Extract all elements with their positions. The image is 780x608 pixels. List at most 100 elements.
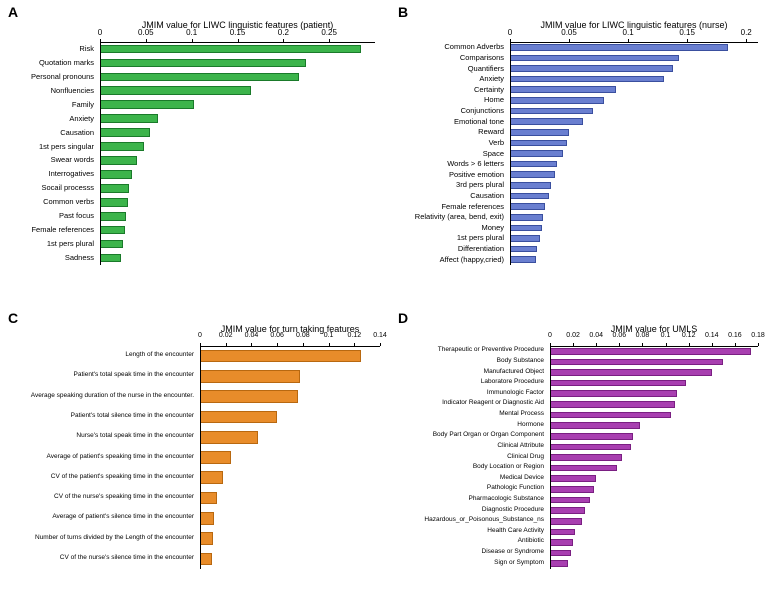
bar-label: Laboratore Procedure [398,379,548,386]
bar [510,55,679,62]
bar [550,380,686,387]
bar-label: Average of patient's speaking time in th… [8,454,198,461]
bar [550,454,622,461]
bar [550,369,712,376]
bar-label: Nurse's total speak time in the encounte… [8,433,198,440]
bar-label: Quantifiers [398,65,508,73]
x-tick-label: 0.15 [223,28,253,37]
bar-label: Pathologic Function [398,485,548,492]
bar [100,212,126,221]
bar [100,254,121,263]
bar [100,142,144,151]
x-tick-label: 0.05 [131,28,161,37]
bar-label: Length of the encounter [8,352,198,359]
bar [510,182,551,189]
bar-label: Disease or Syndrome [398,549,548,556]
bar-label: Average of patient's silence time in the… [8,514,198,521]
bar [100,45,361,54]
bar [200,431,258,444]
bar [100,59,306,68]
x-axis [100,42,375,43]
bar [510,86,616,93]
bar-label: Common verbs [8,198,98,206]
bar [100,226,125,235]
bar-label: CV of the nurse's silence time in the en… [8,555,198,562]
y-axis [200,346,201,569]
bar [200,411,277,424]
bar [200,492,217,505]
bar-label: Comparisons [398,54,508,62]
bar [200,532,213,545]
x-tick-label: 0.14 [365,332,395,339]
y-axis [510,42,511,265]
x-axis [550,346,758,347]
bar-label: Socail processs [8,184,98,192]
bar-label: Verb [398,139,508,147]
x-tick-label: 0.25 [314,28,344,37]
bar [550,412,671,419]
bar [510,161,557,168]
bar [510,44,728,51]
bar-label: Diagnostic Procedure [398,507,548,514]
bar [550,529,575,536]
bar [200,390,298,403]
bar [550,486,594,493]
x-tick-label: 0.18 [743,332,773,339]
bar [100,128,150,137]
bar-label: Affect (happy,cried) [398,256,508,264]
bar-label: Differentiation [398,245,508,253]
bar-label: Money [398,224,508,232]
bar [510,140,567,147]
bar-label: Swear words [8,156,98,164]
bar-label: Relativity (area, bend, exit) [398,213,508,221]
bar [550,475,596,482]
bar-label: Family [8,101,98,109]
bar-label: Pharmacologic Substance [398,496,548,503]
bar [510,129,569,136]
bar [550,518,582,525]
bar-label: Common Adverbs [398,43,508,51]
bar-label: Patient's total silence time in the enco… [8,413,198,420]
bar-label: Hazardous_or_Poisonous_Substance_ns [398,517,548,524]
bar [510,203,545,210]
x-tick-label: 0.05 [554,28,584,37]
bar [100,240,123,249]
bar-label: Antibiotic [398,538,548,545]
bar-label: Anxiety [8,115,98,123]
bar-label: Emotional tone [398,118,508,126]
x-tick-label: 0 [495,28,525,37]
bar [200,512,214,525]
bar [510,76,664,83]
bar-label: Mental Process [398,411,548,418]
bar-label: 1st pers plural [8,240,98,248]
bar-label: Reward [398,128,508,136]
bar [100,170,132,179]
bar [550,422,640,429]
bar-label: Immunologic Factor [398,390,548,397]
x-axis [200,346,380,347]
x-tick-label: 0 [85,28,115,37]
bar [100,184,129,193]
x-tick-label: 0.2 [268,28,298,37]
bar-label: Clinical Drug [398,454,548,461]
bar-label: Sign or Symptom [398,560,548,567]
panel-label-b: B [398,4,408,20]
bar-label: Female references [8,226,98,234]
bar [550,507,585,514]
bar [550,539,573,546]
x-tick-label: 0.1 [613,28,643,37]
bar [510,246,537,253]
bar-label: Therapeutic or Preventive Procedure [398,347,548,354]
bar-label: Space [398,150,508,158]
bar-label: Risk [8,45,98,53]
bar-label: Clinical Attribute [398,443,548,450]
bar [100,86,251,95]
bar [200,471,223,484]
bar-label: 1st pers singular [8,143,98,151]
x-tick-label: 0.2 [731,28,761,37]
bar-label: Causation [398,192,508,200]
bar-label: Indicator Reagent or Diagnostic Aid [398,400,548,407]
bar-label: 3rd pers plural [398,181,508,189]
bar [550,401,675,408]
bar-label: Conjunctions [398,107,508,115]
